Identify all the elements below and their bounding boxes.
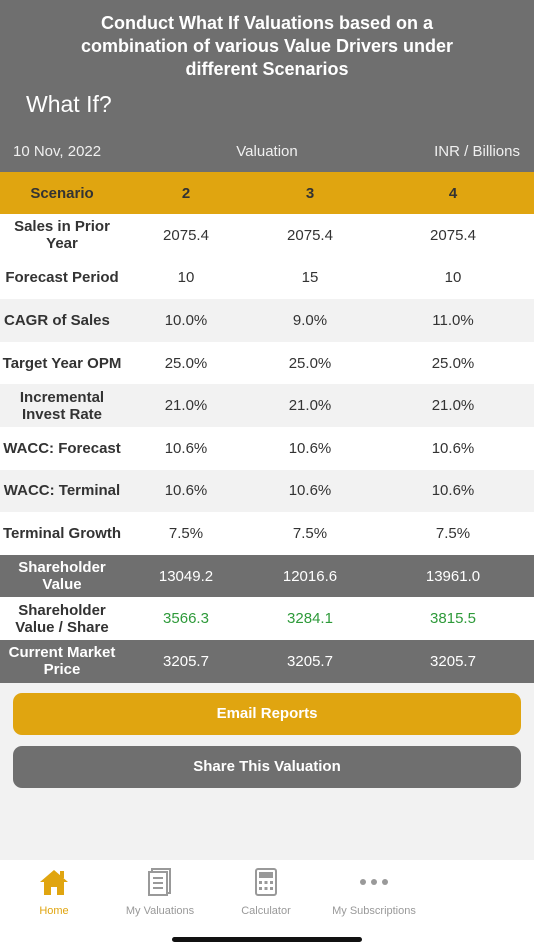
table-row-wacc-forecast: WACC: Forecast 10.6% 10.6% 10.6% [0, 426, 534, 470]
row-label: Shareholder Value [18, 559, 106, 594]
scenario-col-2: 3 [305, 184, 315, 202]
row-value: 25.0% [431, 354, 475, 372]
table-row-incremental-invest: Incremental Invest Rate 21.0% 21.0% 21.0… [0, 384, 534, 427]
table-header-row: Scenario 2 3 4 [0, 172, 534, 214]
row-value: 21.0% [164, 397, 208, 415]
row-value: 7.5% [292, 524, 328, 542]
scenario-col-1: 2 [181, 184, 191, 202]
table-row-market-price: Current Market Price 3205.7 3205.7 3205.… [0, 639, 534, 683]
row-value: 10.6% [288, 482, 332, 500]
row-value: 10.6% [164, 439, 208, 457]
row-value: 2075.4 [163, 226, 209, 244]
currency-unit: INR / Billions [434, 142, 520, 160]
banner-line-1: Conduct What If Valuations based on a [100, 13, 434, 33]
table-row-terminal-growth: Terminal Growth 7.5% 7.5% 7.5% [0, 512, 534, 555]
table-row-target-opm: Target Year OPM 25.0% 25.0% 25.0% [0, 341, 534, 385]
row-value: 10.6% [431, 482, 475, 500]
banner-line-2: combination of various Value Drivers und… [80, 36, 454, 56]
row-label: Terminal Growth [2, 524, 122, 542]
share-valuation-button[interactable]: Share This Valuation [13, 746, 521, 788]
table-row-forecast-period: Forecast Period 10 15 10 [0, 256, 534, 300]
row-value: 13049.2 [158, 567, 214, 585]
row-label: Forecast Period [5, 269, 119, 287]
row-value: 10.0% [164, 311, 208, 329]
table-row-sales-prior-year: Sales in Prior Year 2075.4 2075.4 2075.4 [0, 214, 534, 257]
row-value: 3284.1 [287, 610, 333, 628]
tab-label: Calculator [241, 905, 291, 917]
row-label: CAGR of Sales [4, 311, 110, 329]
row-value: 2075.4 [287, 226, 333, 244]
row-value: 3205.7 [430, 652, 476, 670]
tab-label: Home [39, 905, 69, 917]
row-value: 10 [444, 269, 462, 287]
tab-my-subscriptions[interactable]: My Subscriptions [316, 868, 432, 917]
row-value: 12016.6 [282, 567, 338, 585]
row-value: 10.6% [288, 439, 332, 457]
row-value: 3205.7 [163, 652, 209, 670]
valuation-date: 10 Nov, 2022 [13, 142, 102, 160]
table-row-wacc-terminal: WACC: Terminal 10.6% 10.6% 10.6% [0, 469, 534, 513]
row-value: 13961.0 [425, 567, 481, 585]
table-row-value-per-share: Shareholder Value / Share 3566.3 3284.1 … [0, 597, 534, 640]
row-value: 11.0% [432, 311, 474, 329]
table-meta-row: 10 Nov, 2022 Valuation INR / Billions [0, 130, 534, 172]
tab-home[interactable]: Home [24, 868, 84, 917]
row-value: 21.0% [431, 397, 475, 415]
row-value: 3815.5 [430, 610, 476, 628]
row-value: 25.0% [164, 354, 208, 372]
tab-my-valuations[interactable]: My Valuations [110, 868, 210, 917]
row-value: 3205.7 [287, 652, 333, 670]
row-label: Current Market Price [8, 644, 116, 679]
page-title: What If? [0, 84, 534, 130]
row-label: Sales in Prior Year [14, 218, 110, 253]
scenario-table: 10 Nov, 2022 Valuation INR / Billions Sc… [0, 130, 534, 683]
tab-label: My Valuations [125, 905, 195, 917]
row-value: 7.5% [168, 524, 204, 542]
email-reports-button[interactable]: Email Reports [13, 693, 521, 735]
scenario-header: Scenario [30, 184, 94, 202]
row-label: Incremental Invest Rate [19, 388, 105, 423]
row-label: Shareholder Value / Share [15, 601, 109, 636]
row-value: 21.0% [288, 397, 332, 415]
bottom-tab-bar: Home My Valuations [0, 860, 534, 950]
row-label: WACC: Forecast [3, 439, 121, 457]
row-value: 2075.4 [430, 226, 476, 244]
home-icon [39, 870, 69, 899]
calculator-icon [254, 868, 278, 899]
banner-line-3: different Scenarios [185, 59, 349, 79]
promo-banner: Conduct What If Valuations based on a co… [0, 0, 534, 84]
row-value: 10 [177, 269, 195, 287]
valuation-label: Valuation [236, 142, 298, 160]
row-value: 15 [301, 269, 319, 287]
row-value: 10.6% [431, 439, 475, 457]
more-icon [357, 879, 391, 899]
row-value: 25.0% [288, 354, 332, 372]
row-value: 3566.3 [163, 610, 209, 628]
scenario-col-3: 4 [448, 184, 458, 202]
row-value: 10.6% [164, 482, 208, 500]
row-label: Target Year OPM [2, 354, 122, 372]
home-indicator [172, 937, 362, 942]
tab-calculator[interactable]: Calculator [228, 868, 304, 917]
row-value: 7.5% [435, 524, 471, 542]
document-icon [147, 868, 173, 899]
tab-label: My Subscriptions [332, 905, 416, 917]
row-value: 9.0% [292, 311, 328, 329]
table-row-cagr-sales: CAGR of Sales 10.0% 9.0% 11.0% [0, 299, 534, 342]
row-label: WACC: Terminal [3, 482, 121, 500]
table-row-shareholder-value: Shareholder Value 13049.2 12016.6 13961.… [0, 554, 534, 598]
